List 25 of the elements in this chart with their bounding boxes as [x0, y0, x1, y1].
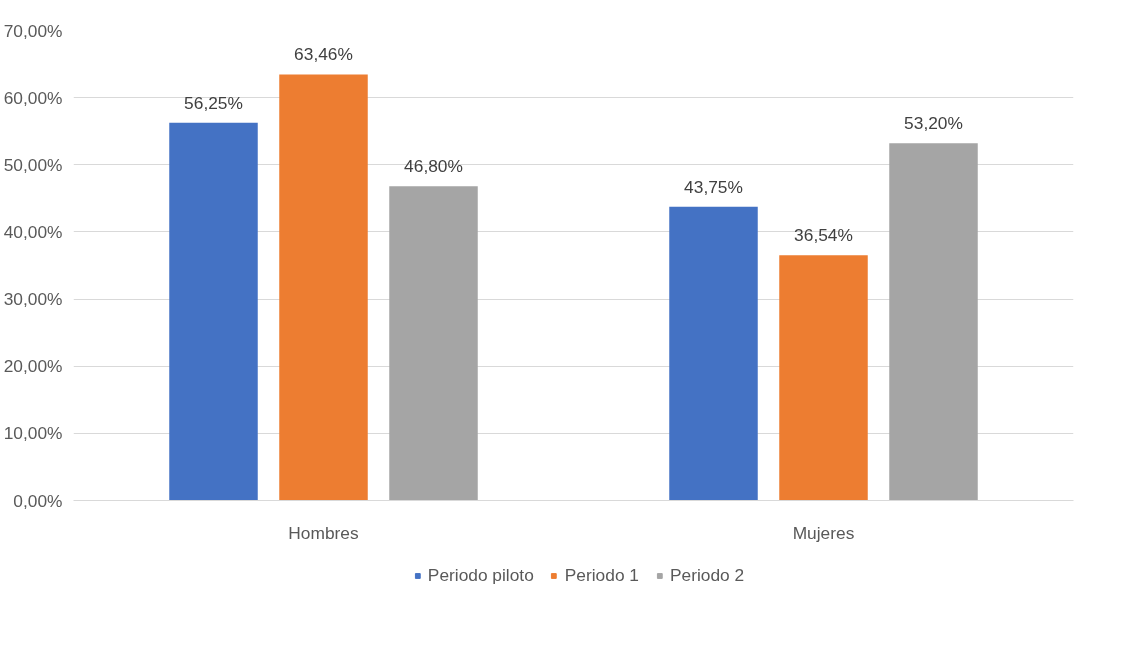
bar: [169, 122, 258, 501]
y-tick-label: 50,00%: [3, 154, 63, 175]
data-label: 63,46%: [294, 44, 353, 65]
x-tick-label: Mujeres: [792, 522, 855, 543]
bar: [889, 143, 978, 501]
x-tick-label: Hombres: [288, 522, 359, 543]
y-tick-label: 10,00%: [3, 423, 63, 444]
legend-label: Periodo piloto: [427, 564, 534, 586]
bar: [779, 255, 868, 501]
y-tick-label: 70,00%: [3, 20, 63, 41]
data-label: 56,25%: [184, 92, 243, 113]
bar: [389, 186, 478, 501]
data-label: 46,80%: [404, 156, 463, 177]
y-tick-label: 30,00%: [3, 289, 63, 310]
data-label: 53,20%: [904, 113, 963, 134]
legend-label: Periodo 1: [564, 564, 639, 586]
y-tick-label: 60,00%: [3, 87, 63, 108]
bar: [669, 206, 758, 501]
y-tick-label: 0,00%: [13, 490, 63, 511]
data-label: 43,75%: [684, 176, 743, 197]
data-label: 36,54%: [794, 225, 853, 246]
y-tick-label: 20,00%: [3, 356, 63, 377]
legend-label: Periodo 2: [669, 564, 745, 586]
y-tick-label: 40,00%: [3, 221, 63, 242]
bar: [279, 74, 368, 501]
